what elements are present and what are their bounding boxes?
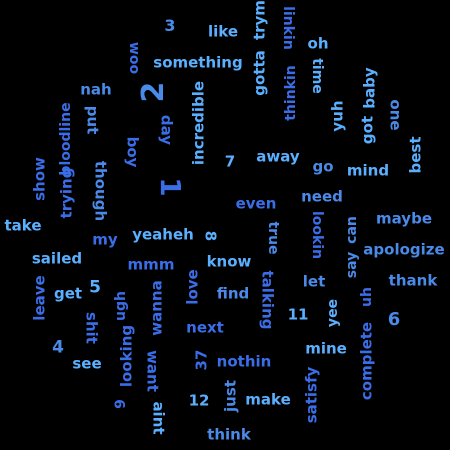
word-44: know — [206, 252, 252, 271]
word-59: 11 — [287, 305, 309, 324]
word-21: 7 — [224, 152, 236, 171]
word-31: even — [235, 194, 277, 213]
word-0: 3 — [164, 16, 176, 35]
word-37: my — [92, 230, 118, 249]
word-25: best — [406, 136, 425, 174]
word-47: leave — [30, 275, 49, 321]
word-22: away — [256, 147, 300, 166]
word-8: oh — [307, 34, 329, 53]
word-52: love — [183, 269, 202, 305]
word-34: lookin — [309, 210, 325, 260]
word-66: want — [143, 350, 162, 392]
word-68: nothin — [216, 352, 272, 371]
word-75: think — [207, 425, 251, 444]
word-67: 37 — [192, 349, 211, 371]
word-54: talking — [258, 270, 277, 330]
word-58: 6 — [387, 309, 401, 330]
word-3: something — [153, 53, 243, 72]
word-38: yeaheh — [132, 225, 194, 244]
word-29: 1 — [154, 177, 187, 197]
word-6: linkin — [280, 6, 296, 50]
word-62: 4 — [52, 337, 64, 358]
word-46: let — [302, 272, 326, 291]
word-71: aint — [149, 401, 168, 435]
word-24: mind — [346, 161, 390, 180]
word-33: maybe — [376, 209, 432, 228]
word-63: mine — [305, 339, 347, 358]
word-51: wanna — [147, 280, 166, 336]
word-60: shit — [82, 312, 101, 344]
word-43: mmm — [127, 255, 175, 274]
word-56: uh — [359, 287, 375, 307]
word-9: time — [309, 58, 325, 94]
word-17: got — [358, 115, 377, 145]
word-1: like — [207, 22, 239, 41]
word-69: satisfy — [302, 366, 321, 424]
word-30: need — [301, 187, 343, 206]
word-4: gotta — [250, 50, 269, 96]
word-5: tryma — [250, 0, 269, 41]
word-14: incredible — [189, 80, 208, 166]
word-53: find — [216, 284, 250, 303]
word-49: 5 — [89, 277, 101, 298]
word-73: just — [221, 380, 240, 412]
word-42: sailed — [31, 249, 83, 268]
word-64: see — [72, 354, 102, 373]
word-20: boy — [123, 136, 142, 168]
word-61: next — [186, 318, 224, 337]
word-72: 12 — [188, 391, 210, 410]
word-70: 9 — [113, 399, 129, 409]
word-41: apologize — [363, 240, 445, 259]
word-36: can — [344, 216, 360, 244]
word-13: put — [83, 105, 102, 135]
word-74: make — [245, 390, 291, 409]
word-15: day — [157, 114, 176, 146]
word-7: thinkin — [283, 65, 299, 121]
word-32: take — [4, 216, 42, 235]
word-35: say — [344, 251, 360, 279]
word-65: looking — [117, 324, 136, 388]
word-19: one — [386, 99, 405, 131]
word-50: ugh — [113, 291, 129, 321]
word-28: though — [91, 160, 110, 222]
word-26: show — [30, 157, 49, 201]
word-10: nah — [80, 80, 112, 99]
word-12: bloodline — [58, 102, 74, 176]
word-2: woo — [126, 41, 142, 75]
word-45: thank — [388, 271, 438, 290]
word-39: 8 — [201, 230, 220, 242]
word-27: trying — [57, 167, 76, 219]
word-23: go — [312, 157, 334, 176]
word-55: complete — [357, 321, 376, 401]
word-40: true — [265, 221, 281, 255]
word-57: yee — [325, 298, 341, 328]
word-11: 2 — [136, 81, 171, 103]
word-16: yuh — [328, 100, 347, 132]
word-18: baby — [360, 67, 379, 109]
word-48: get — [53, 284, 83, 303]
